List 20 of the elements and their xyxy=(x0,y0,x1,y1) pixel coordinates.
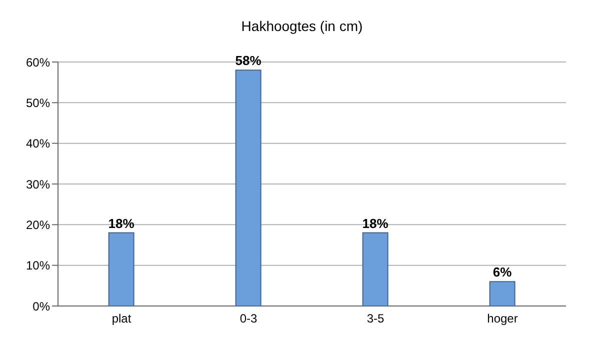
y-tick-label: 20% xyxy=(26,218,50,232)
data-label: 58% xyxy=(235,53,262,68)
bar xyxy=(235,70,262,306)
y-tick-label: 50% xyxy=(26,96,50,110)
x-tick-label: plat xyxy=(112,312,132,326)
bar xyxy=(362,232,388,306)
y-tick-label: 60% xyxy=(26,55,50,70)
bar xyxy=(489,281,516,306)
x-tick-label: hoger xyxy=(487,312,518,326)
bar xyxy=(108,232,134,306)
data-label: 18% xyxy=(362,216,389,231)
x-tick-label: 0-3 xyxy=(240,312,258,326)
data-label: 18% xyxy=(108,216,135,231)
y-tick-label: 0% xyxy=(32,299,50,314)
y-tick-label: 40% xyxy=(26,136,50,151)
y-tick-label: 30% xyxy=(26,177,50,192)
chart-title: Hakhoogtes (in cm) xyxy=(240,17,364,36)
y-tick-label: 10% xyxy=(26,258,50,273)
x-tick-label: 3-5 xyxy=(366,312,384,326)
data-label: 6% xyxy=(492,264,512,280)
